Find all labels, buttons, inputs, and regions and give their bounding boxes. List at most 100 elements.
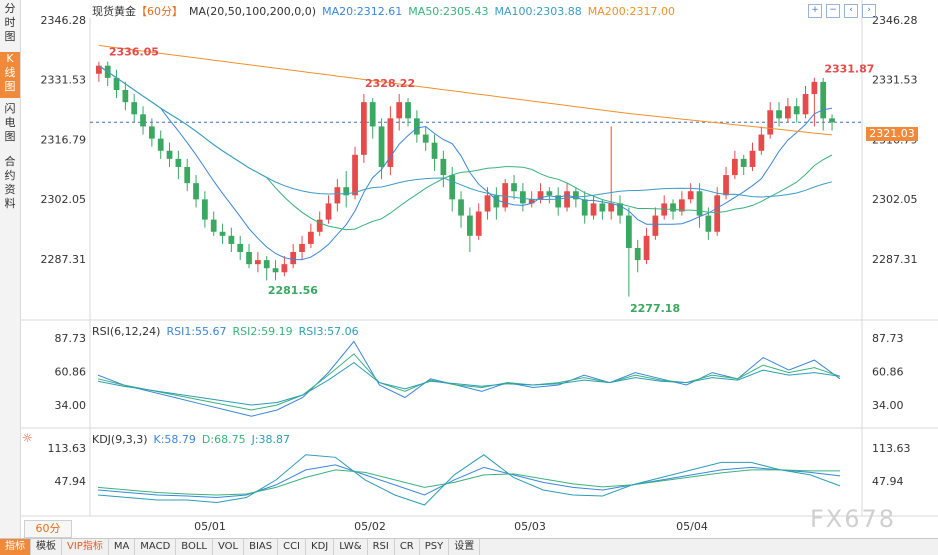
bottom-tab-cci[interactable]: CCI xyxy=(278,539,307,555)
bottom-tab-ma[interactable]: MA xyxy=(109,539,136,555)
rsi-tick-label-left: 60.86 xyxy=(55,366,87,379)
ma100-value: MA100:2303.88 xyxy=(494,5,582,18)
candle-body xyxy=(776,110,782,119)
candle-body xyxy=(767,110,774,135)
price-annotation: 2281.56 xyxy=(268,284,318,297)
tab-kline[interactable]: K 线 图 xyxy=(0,52,20,98)
period-label: 【60分】 xyxy=(136,5,183,18)
indicator-bar: 指标 模板 VIP指标 MA MACD BOLL VOL BIAS CCI KD… xyxy=(0,538,938,555)
bottom-tab-indicators[interactable]: 指标 xyxy=(0,539,31,555)
candle-body xyxy=(255,260,261,265)
settings-sun-icon[interactable]: ☼ xyxy=(22,431,33,445)
zoom-in-icon[interactable]: + xyxy=(808,4,822,18)
price-annotation: 2328.22 xyxy=(365,77,415,90)
watermark-logo: FX678 xyxy=(810,505,897,533)
tab-timeshare[interactable]: 分 时 图 xyxy=(0,2,20,48)
bottom-tab-vol[interactable]: VOL xyxy=(213,539,245,555)
candle-body xyxy=(467,215,473,236)
bottom-tab-psy[interactable]: PSY xyxy=(420,539,450,555)
candle-body xyxy=(705,215,712,232)
candle-body xyxy=(652,215,659,236)
candle-body xyxy=(414,118,420,135)
candle-body xyxy=(546,191,553,196)
candle-body xyxy=(316,219,323,232)
rsi2-line xyxy=(97,353,841,411)
zoom-out-icon[interactable]: − xyxy=(826,4,840,18)
rsi-label[interactable]: RSI(6,12,24) xyxy=(92,325,161,338)
candle-body xyxy=(793,106,800,115)
candle-body xyxy=(122,89,129,103)
candle-body xyxy=(820,81,827,119)
rsi-tick-label-left: 34.00 xyxy=(55,399,87,412)
price-tick-label: 2287.31 xyxy=(872,253,918,266)
date-tick-label: 05/02 xyxy=(354,520,386,533)
k-value: K:58.79 xyxy=(153,433,196,446)
candle-body xyxy=(387,118,394,167)
price-annotation: 2331.87 xyxy=(824,62,874,75)
kdj-tick-label: 113.63 xyxy=(872,442,911,455)
candle-body xyxy=(263,260,270,269)
candle-body xyxy=(228,235,235,244)
scroll-left-icon[interactable]: ‹ xyxy=(844,4,858,18)
d-line xyxy=(97,469,840,496)
ma-settings-label[interactable]: MA(20,50,100,200,0,0) xyxy=(189,5,317,18)
candle-body xyxy=(528,199,535,204)
bottom-tab-rsi[interactable]: RSI xyxy=(368,539,395,555)
j-line xyxy=(97,454,841,506)
symbol-name: 现货黄金 xyxy=(92,5,136,18)
candle-body xyxy=(246,252,252,265)
candle-body xyxy=(475,211,482,236)
bottom-tab-kdj[interactable]: KDJ xyxy=(306,539,335,555)
tab-label: 分 时 图 xyxy=(4,2,16,43)
candle-body xyxy=(811,81,818,95)
candle-body xyxy=(802,94,809,115)
kline-chart[interactable]: 2346.282346.282331.532331.532316.792316.… xyxy=(0,0,938,538)
candle-body xyxy=(599,203,606,212)
candle-body xyxy=(352,154,358,196)
candle-body xyxy=(96,65,102,74)
date-tick-label: 05/03 xyxy=(514,520,546,533)
candle-body xyxy=(749,150,756,167)
candle-body xyxy=(431,142,438,159)
kdj-tick-label-left: 113.63 xyxy=(48,442,87,455)
k-line xyxy=(97,464,841,499)
candle-body xyxy=(290,252,297,265)
rsi-legend: RSI(6,12,24) RSI1:55.67 RSI2:59.19 RSI3:57.… xyxy=(92,325,365,338)
bottom-tab-boll[interactable]: BOLL xyxy=(176,539,213,555)
candle-body xyxy=(343,187,350,196)
candle-body xyxy=(590,203,597,216)
candle-body xyxy=(166,150,173,159)
candle-body xyxy=(511,183,517,192)
tab-flash[interactable]: 闪 电 图 xyxy=(0,102,20,148)
kdj-label[interactable]: KDJ(9,3,3) xyxy=(92,433,148,446)
tab-contract-info[interactable]: 合 约 资 料 xyxy=(0,155,20,213)
candle-body xyxy=(202,199,208,220)
chart-canvas[interactable]: 2346.282346.282331.532331.532316.792316.… xyxy=(0,0,938,538)
bottom-tab-macd[interactable]: MACD xyxy=(135,539,177,555)
bottom-tab-lw[interactable]: LW& xyxy=(334,539,368,555)
bottom-tab-cr[interactable]: CR xyxy=(395,539,420,555)
price-annotation: 2336.05 xyxy=(109,45,159,58)
candle-body xyxy=(785,106,791,119)
current-price-badge: 2321.03 xyxy=(866,127,918,141)
bottom-tab-settings[interactable]: 设置 xyxy=(449,539,481,555)
candle-body xyxy=(714,195,721,232)
bottom-tab-bias[interactable]: BIAS xyxy=(244,539,279,555)
candle-body xyxy=(732,158,738,176)
rsi3-line xyxy=(97,361,841,406)
period-button[interactable]: 60分 xyxy=(24,520,72,538)
scroll-right-icon[interactable]: › xyxy=(862,4,876,18)
price-tick-label: 2346.28 xyxy=(872,14,918,27)
candle-body xyxy=(149,126,155,139)
candle-body xyxy=(679,199,685,212)
candle-body xyxy=(555,195,562,208)
bottom-tab-vip[interactable]: VIP指标 xyxy=(62,539,109,555)
candle-body xyxy=(617,203,623,216)
bottom-tab-templates[interactable]: 模板 xyxy=(31,539,62,555)
candle-body xyxy=(634,247,641,261)
rsi2-value: RSI2:59.19 xyxy=(232,325,293,338)
tab-label: 合 约 资 料 xyxy=(4,155,16,210)
ma20-line xyxy=(98,65,833,261)
d-value: D:68.75 xyxy=(201,433,246,446)
candle-body xyxy=(184,166,191,184)
